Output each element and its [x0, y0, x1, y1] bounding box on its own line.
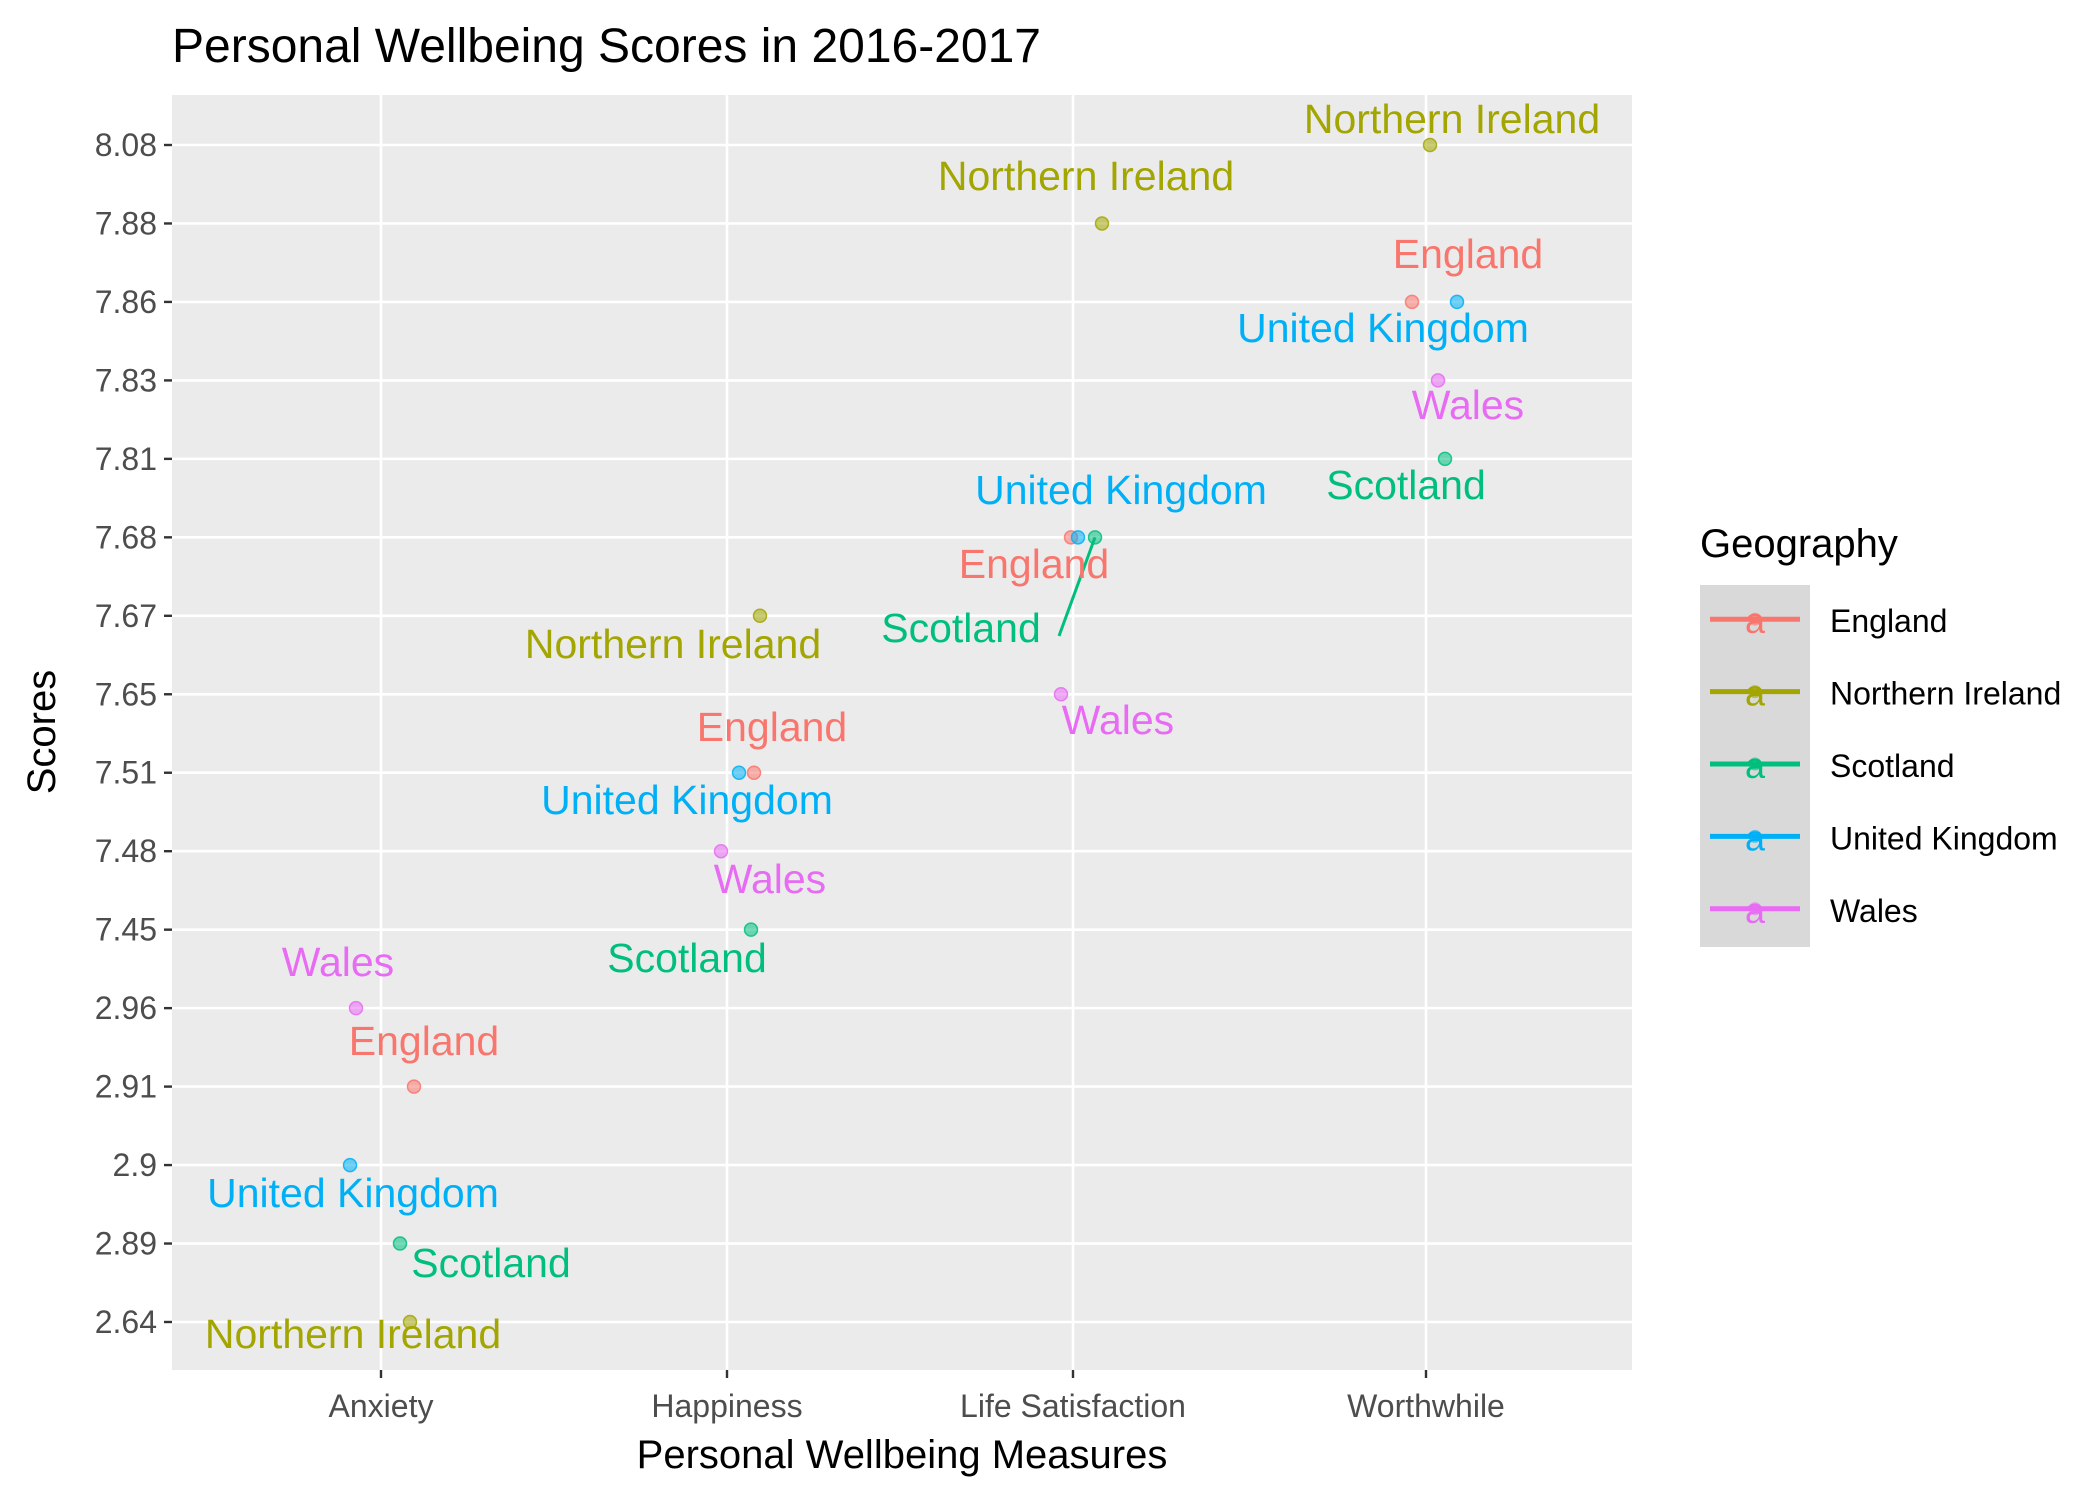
chart-title: Personal Wellbeing Scores in 2016-2017: [172, 20, 1041, 73]
data-point-northern-ireland-happiness: [752, 608, 768, 624]
data-labels: England England England England Northern Ire…: [205, 96, 1600, 1357]
legend-entry-scotland: a Scotland: [1710, 745, 1955, 786]
legend-entry-wales: a Wales: [1710, 890, 1918, 931]
legend-text-glyph: a: [1745, 817, 1766, 858]
data-point-england-worthwhile: [1404, 294, 1420, 310]
data-label-england-happiness: England: [697, 704, 847, 750]
data-label-england-worthwhile: England: [1393, 231, 1543, 277]
legend-text-glyph: a: [1745, 600, 1766, 641]
data-point-northern-ireland-life-satisfaction: [1094, 216, 1110, 231]
y-tick-label: 7.88: [95, 205, 157, 241]
label-connectors: [1057, 536, 1097, 637]
data-point-wales-worthwhile: [1430, 373, 1446, 388]
legend-point-glyph: [1748, 685, 1762, 699]
label-connector: [1057, 536, 1097, 637]
data-point-scotland-anxiety: [392, 1236, 408, 1251]
grid-lines: [172, 95, 1632, 1370]
y-tick-label: 7.81: [95, 441, 157, 477]
data-point-united-kingdom-life-satisfaction: [1070, 530, 1086, 545]
data-label-scotland-anxiety: Scotland: [411, 1240, 571, 1286]
data-label-northern-ireland-worthwhile: Northern Ireland: [1304, 96, 1600, 142]
data-label-united-kingdom-worthwhile: United Kingdom: [1237, 305, 1529, 351]
data-label-northern-ireland-happiness: Northern Ireland: [525, 621, 821, 667]
legend-entry-england: a England: [1710, 600, 1947, 641]
data-label-united-kingdom-life-satisfaction: United Kingdom: [975, 467, 1267, 513]
x-tick-label: Anxiety: [329, 1388, 434, 1424]
data-label-wales-worthwhile: Wales: [1412, 382, 1524, 428]
y-tick-label: 7.65: [95, 676, 157, 712]
data-label-northern-ireland-anxiety: Northern Ireland: [205, 1311, 501, 1357]
y-tick-label: 2.9: [113, 1147, 157, 1183]
legend-label: United Kingdom: [1830, 820, 2058, 856]
legend-label: Northern Ireland: [1830, 676, 2061, 712]
data-point-wales-anxiety: [348, 1000, 364, 1016]
data-point-scotland-happiness: [743, 922, 759, 937]
data-point-northern-ireland-worthwhile: [1422, 137, 1438, 153]
data-point-scotland-life-satisfaction: [1087, 530, 1103, 545]
y-tick-label: 7.83: [95, 362, 157, 398]
data-label-wales-anxiety: Wales: [282, 939, 394, 985]
data-label-united-kingdom-happiness: United Kingdom: [541, 777, 833, 823]
data-label-scotland-worthwhile: Scotland: [1326, 462, 1486, 508]
legend-text-glyph: a: [1745, 890, 1766, 931]
y-axis: 2.64 2.89 2.9 2.91 2.96 7.45 7.48 7.51 7.65 7.67 7…: [95, 127, 172, 1340]
y-tick-label: 2.89: [95, 1226, 157, 1262]
y-tick-label: 7.48: [95, 833, 157, 869]
y-tick-label: 8.08: [95, 127, 157, 163]
data-point-england-anxiety: [406, 1079, 422, 1094]
data-label-scotland-happiness: Scotland: [607, 935, 767, 981]
x-tick-label: Life Satisfaction: [960, 1388, 1186, 1424]
x-tick-label: Worthwhile: [1347, 1388, 1505, 1424]
y-tick-label: 7.45: [95, 912, 157, 948]
data-point-wales-happiness: [713, 843, 729, 859]
y-tick-label: 2.91: [95, 1069, 157, 1105]
legend: Geography a England a Northern Ireland a Scot…: [1700, 522, 2061, 947]
legend-point-glyph: [1748, 612, 1762, 626]
data-label-england-life-satisfaction: England: [959, 541, 1109, 587]
x-axis-title: Personal Wellbeing Measures: [637, 1433, 1168, 1477]
data-points: [342, 137, 1465, 1330]
data-label-united-kingdom-anxiety: United Kingdom: [207, 1170, 499, 1216]
data-point-united-kingdom-anxiety: [342, 1157, 358, 1173]
legend-label: Scotland: [1830, 748, 1955, 784]
legend-point-glyph: [1748, 757, 1762, 771]
legend-text-glyph: a: [1745, 673, 1766, 714]
x-tick-label: Happiness: [651, 1388, 802, 1424]
data-label-northern-ireland-life-satisfaction: Northern Ireland: [938, 153, 1234, 199]
x-axis: Anxiety Happiness Life Satisfaction Worthwh…: [329, 1370, 1505, 1424]
data-label-england-anxiety: England: [349, 1018, 499, 1064]
data-point-united-kingdom-worthwhile: [1449, 294, 1465, 310]
y-axis-title: Scores: [20, 670, 64, 795]
data-point-england-happiness: [746, 765, 762, 780]
data-point-united-kingdom-happiness: [731, 765, 747, 780]
legend-entry-united-kingdom: a United Kingdom: [1710, 817, 2058, 858]
y-tick-label: 7.51: [95, 755, 157, 791]
data-point-northern-ireland-anxiety: [402, 1314, 418, 1330]
legend-label: England: [1830, 603, 1947, 639]
data-point-wales-life-satisfaction: [1053, 687, 1069, 702]
y-tick-label: 7.67: [95, 598, 157, 634]
legend-label: Wales: [1830, 893, 1918, 929]
data-point-scotland-worthwhile: [1437, 451, 1453, 467]
legend-entries: a England a Northern Ireland a Scotland a Unite…: [1710, 600, 2061, 931]
legend-title: Geography: [1700, 522, 1898, 566]
legend-entry-northern-ireland: a Northern Ireland: [1710, 673, 2061, 714]
legend-point-glyph: [1748, 902, 1762, 916]
y-tick-label: 2.96: [95, 990, 157, 1026]
data-label-scotland-life-satisfaction: Scotland: [881, 605, 1041, 651]
data-label-wales-happiness: Wales: [714, 856, 826, 902]
data-label-wales-life-satisfaction: Wales: [1062, 697, 1174, 743]
y-tick-label: 7.68: [95, 519, 157, 555]
legend-text-glyph: a: [1745, 745, 1766, 786]
y-tick-label: 2.64: [95, 1304, 157, 1340]
plot-panel: [172, 95, 1632, 1370]
y-tick-label: 7.86: [95, 284, 157, 320]
legend-point-glyph: [1748, 829, 1762, 843]
